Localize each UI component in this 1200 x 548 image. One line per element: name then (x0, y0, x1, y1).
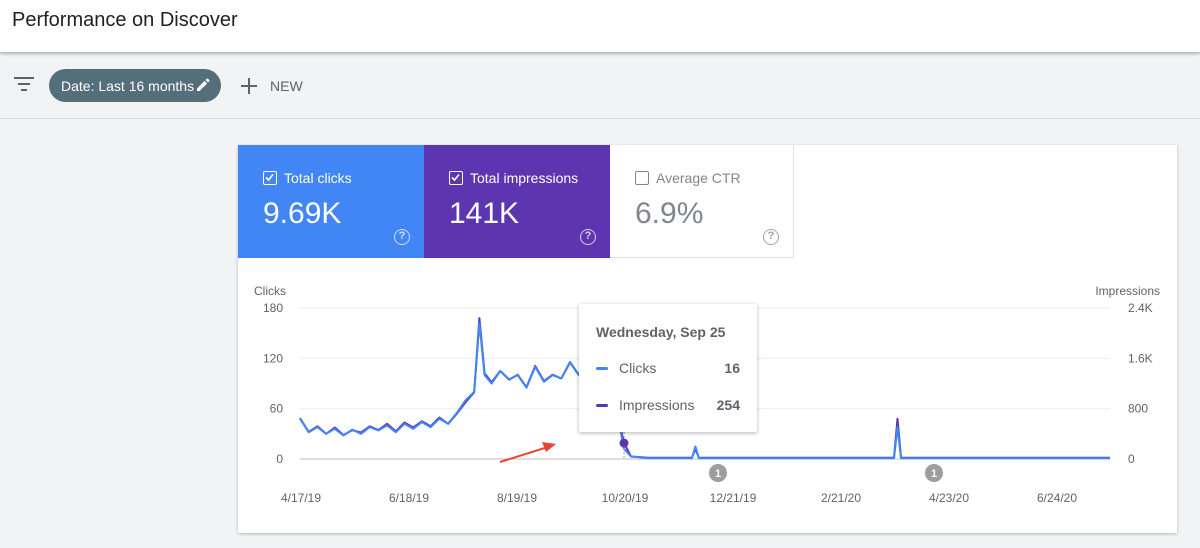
metric-header: Total impressions (449, 170, 578, 186)
metric-average-ctr[interactable]: Average CTR 6.9% ? (610, 145, 794, 258)
edit-pencil-icon[interactable] (195, 77, 211, 93)
metric-value: 6.9% (635, 197, 704, 230)
tooltip-date: Wednesday, Sep 25 (596, 324, 726, 340)
help-icon[interactable]: ? (394, 229, 410, 245)
page-title: Performance on Discover (12, 9, 238, 31)
help-icon[interactable]: ? (763, 229, 779, 245)
clicks-legend-swatch (596, 366, 608, 370)
filter-list-icon[interactable] (14, 76, 34, 92)
metric-label: Total clicks (284, 170, 352, 186)
tooltip-value: 16 (724, 360, 740, 376)
new-filter-button[interactable]: NEW (240, 75, 303, 97)
metric-value: 9.69K (263, 197, 342, 230)
checkbox-checked-icon[interactable] (449, 171, 463, 185)
checkbox-unchecked-icon[interactable] (635, 171, 649, 185)
metric-header: Average CTR (635, 170, 741, 186)
metric-value: 141K (449, 197, 520, 230)
checkbox-checked-icon[interactable] (263, 171, 277, 185)
metric-total-clicks[interactable]: Total clicks 9.69K ? (238, 145, 424, 258)
metric-total-impressions[interactable]: Total impressions 141K ? (424, 145, 610, 258)
filter-bar: Date: Last 16 months NEW (0, 54, 1200, 119)
impressions-legend-swatch (596, 403, 608, 407)
metric-label: Average CTR (656, 170, 741, 186)
tooltip-row-impressions: Impressions 254 (596, 397, 740, 413)
plus-icon (241, 78, 257, 94)
help-icon[interactable]: ? (580, 229, 596, 245)
chart-tooltip: Wednesday, Sep 25 Clicks 16 Impressions … (579, 304, 757, 432)
date-filter-label: Date: Last 16 months (61, 77, 195, 94)
metric-header: Total clicks (263, 170, 352, 186)
date-filter-chip[interactable]: Date: Last 16 months (49, 69, 221, 102)
metric-label: Total impressions (470, 170, 579, 186)
tooltip-label: Impressions (619, 397, 695, 413)
page-header: Performance on Discover (0, 0, 1200, 52)
tooltip-label: Clicks (619, 360, 657, 376)
new-filter-label: NEW (270, 78, 303, 94)
tooltip-row-clicks: Clicks 16 (596, 360, 740, 376)
tooltip-value: 254 (716, 397, 740, 413)
